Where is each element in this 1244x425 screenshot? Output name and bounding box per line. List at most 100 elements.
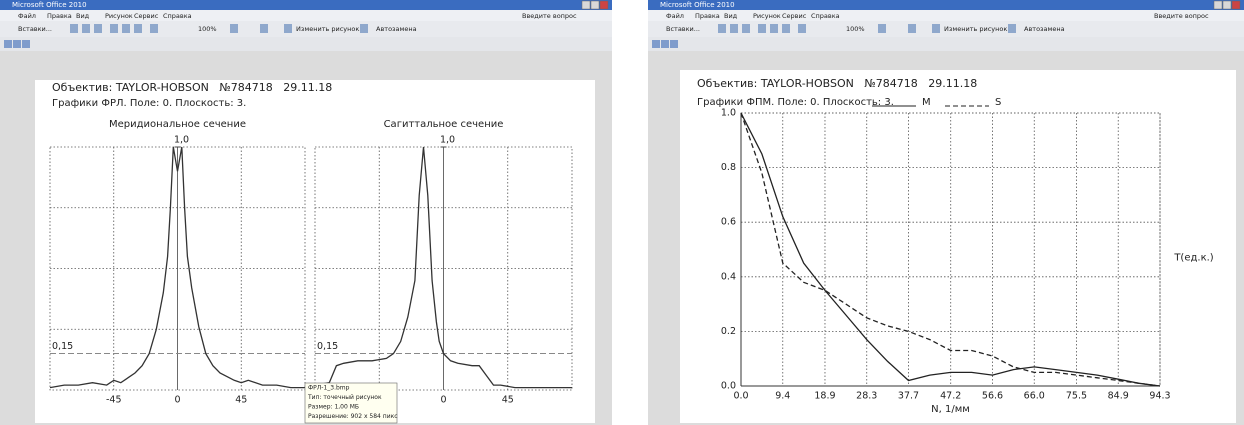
toolbar-button[interactable]: Изменить рисунок... [296, 25, 366, 33]
header-subtitle: Графики ФРЛ. Поле: 0. Плоскость: 3. [52, 98, 246, 109]
toolbar-icon[interactable] [230, 24, 238, 33]
x-tick-label: -45 [106, 395, 122, 406]
toolbar-button[interactable]: 100% [198, 25, 217, 33]
toolbar-button[interactable]: Вставки... [666, 25, 700, 33]
menu-item[interactable]: Вид [724, 12, 738, 20]
toolbar-icon[interactable] [718, 24, 726, 33]
menu-item[interactable]: Справка [811, 12, 840, 20]
y-tick-label: 0.4 [721, 271, 736, 282]
menu-item[interactable]: Рисунок [753, 12, 781, 20]
toolbar-icon[interactable] [908, 24, 916, 33]
toolbar-icon[interactable] [742, 24, 750, 33]
menu-item[interactable]: Рисунок [105, 12, 133, 20]
header-object: Объектив: TAYLOR-HOBSON №784718 29.11.18 [697, 77, 977, 90]
help-box[interactable]: Введите вопрос [1154, 12, 1209, 20]
x-tick-label: 94.3 [1149, 391, 1170, 402]
menu-item[interactable]: Сервис [134, 12, 159, 20]
window-button[interactable] [600, 1, 608, 9]
x-tick-label: 9.4 [775, 391, 790, 402]
toolbar-icon[interactable] [284, 24, 292, 33]
legend-label: S [995, 97, 1001, 108]
window-button[interactable] [1223, 1, 1231, 9]
chart-title: Меридиональное сечение [109, 119, 246, 130]
view-bar [648, 37, 1244, 51]
toolbar-icon[interactable] [730, 24, 738, 33]
x-tick-label: 84.9 [1108, 391, 1129, 402]
menu-item[interactable]: Правка [47, 12, 72, 20]
toolbar-icon[interactable] [70, 24, 78, 33]
window-title: Microsoft Office 2010 [12, 1, 87, 9]
x-tick-label: 75.5 [1066, 391, 1087, 402]
x-axis-label: N, 1/мм [931, 404, 970, 415]
page: Microsoft Office 2010 Файл Правка Вид Рисуно… [0, 0, 1244, 425]
toolbar-button[interactable]: 100% [846, 25, 865, 33]
menu-item[interactable]: Сервис [782, 12, 807, 20]
x-tick-label: 66.0 [1024, 391, 1045, 402]
view-icon[interactable] [13, 40, 21, 48]
menu-item[interactable]: Вид [76, 12, 90, 20]
view-bar [0, 37, 612, 51]
title-bar [0, 0, 612, 10]
menu-item[interactable]: Правка [695, 12, 720, 20]
toolbar-icon[interactable] [798, 24, 806, 33]
chart-title: Сагиттальное сечение [384, 119, 504, 130]
y-axis-label: T(ед.к.) [1173, 253, 1213, 264]
x-tick-label: 56.6 [982, 391, 1003, 402]
toolbar-icon[interactable] [758, 24, 766, 33]
toolbar-icon[interactable] [770, 24, 778, 33]
toolbar-icon[interactable] [932, 24, 940, 33]
x-tick-label: 18.9 [814, 391, 835, 402]
toolbar-button[interactable]: Автозамена [376, 25, 417, 33]
header-object: Объектив: TAYLOR-HOBSON №784718 29.11.18 [52, 81, 332, 94]
toolbar-icon[interactable] [110, 24, 118, 33]
window-button[interactable] [1232, 1, 1240, 9]
view-icon[interactable] [4, 40, 12, 48]
title-bar [648, 0, 1244, 10]
view-icon[interactable] [652, 40, 660, 48]
menu-item[interactable]: Справка [163, 12, 192, 20]
x-tick-label: 37.7 [898, 391, 919, 402]
toolbar-icon[interactable] [150, 24, 158, 33]
toolbar-icon[interactable] [260, 24, 268, 33]
toolbar-icon[interactable] [782, 24, 790, 33]
menu-item[interactable]: Файл [666, 12, 684, 20]
view-icon[interactable] [670, 40, 678, 48]
toolbar-button[interactable]: Автозамена [1024, 25, 1065, 33]
toolbar-button[interactable]: Вставки... [18, 25, 52, 33]
toolbar-icon[interactable] [878, 24, 886, 33]
screenshot: Microsoft Office 2010 Файл Правка Вид Рисуно… [0, 0, 1244, 425]
y-tick-label: 0.8 [721, 162, 736, 173]
header-subtitle: Графики ФПМ. Поле: 0. Плоскость: 3. [697, 97, 894, 108]
help-box[interactable]: Введите вопрос [522, 12, 577, 20]
toolbar-icon[interactable] [122, 24, 130, 33]
toolbar-button[interactable]: Изменить рисунок... [944, 25, 1014, 33]
x-tick-label: 0 [440, 395, 446, 406]
toolbar-icon[interactable] [134, 24, 142, 33]
toolbar-icon[interactable] [360, 24, 368, 33]
toolbar-icon[interactable] [94, 24, 102, 33]
y-tick-label: 1.0 [721, 108, 736, 119]
x-tick-label: 47.2 [940, 391, 961, 402]
window-button[interactable] [1214, 1, 1222, 9]
view-icon[interactable] [22, 40, 30, 48]
document-page [680, 70, 1236, 423]
menu-bar [0, 10, 612, 21]
y-tick-label: 0.6 [721, 217, 736, 228]
y-tick-label: 0,15 [317, 341, 338, 352]
y-tick-label: 0.0 [721, 381, 736, 392]
tooltip-line: Размер: 1,00 МБ [308, 404, 359, 411]
y-tick-label: 0,15 [52, 341, 73, 352]
view-icon[interactable] [661, 40, 669, 48]
x-tick-label: 0.0 [733, 391, 748, 402]
tooltip-line: Тип: точечный рисунок [307, 394, 382, 401]
toolbar-icon[interactable] [1008, 24, 1016, 33]
window-button[interactable] [591, 1, 599, 9]
window-button[interactable] [582, 1, 590, 9]
window-title: Microsoft Office 2010 [660, 1, 735, 9]
y-tick-label: 1,0 [174, 135, 189, 146]
toolbar-icon[interactable] [82, 24, 90, 33]
menu-item[interactable]: Файл [18, 12, 36, 20]
x-tick-label: 0 [174, 395, 180, 406]
legend-label: M [922, 97, 931, 108]
document-page [35, 80, 595, 423]
